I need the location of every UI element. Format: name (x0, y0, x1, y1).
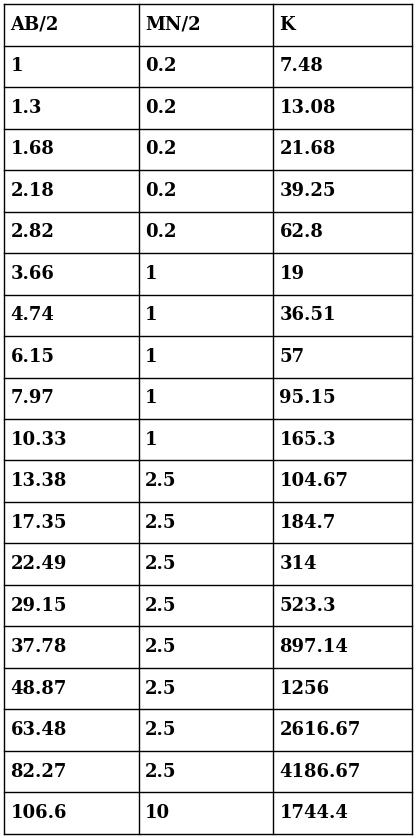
Text: 523.3: 523.3 (280, 597, 336, 614)
Text: 2.18: 2.18 (10, 182, 54, 199)
Text: 37.78: 37.78 (10, 639, 67, 656)
Text: 1: 1 (145, 265, 157, 282)
Text: 184.7: 184.7 (280, 514, 336, 531)
Text: 2.82: 2.82 (10, 224, 54, 241)
Text: 4.74: 4.74 (10, 307, 54, 324)
Text: 2.5: 2.5 (145, 763, 176, 780)
Text: 1744.4: 1744.4 (280, 804, 348, 822)
Text: 2.5: 2.5 (145, 514, 176, 531)
Text: 1.3: 1.3 (10, 99, 42, 116)
Text: 4186.67: 4186.67 (280, 763, 361, 780)
Text: 1.68: 1.68 (10, 141, 54, 158)
Text: 36.51: 36.51 (280, 307, 336, 324)
Text: 0.2: 0.2 (145, 58, 176, 75)
Text: 106.6: 106.6 (10, 804, 67, 822)
Text: 63.48: 63.48 (10, 722, 67, 739)
Text: K: K (280, 16, 295, 34)
Text: 314: 314 (280, 556, 317, 573)
Text: 17.35: 17.35 (10, 514, 67, 531)
Text: 2.5: 2.5 (145, 473, 176, 490)
Text: 0.2: 0.2 (145, 224, 176, 241)
Text: 7.97: 7.97 (10, 390, 54, 407)
Text: 2.5: 2.5 (145, 722, 176, 739)
Text: 13.08: 13.08 (280, 99, 336, 116)
Text: 2.5: 2.5 (145, 556, 176, 573)
Text: 7.48: 7.48 (280, 58, 323, 75)
Text: 13.38: 13.38 (10, 473, 67, 490)
Text: 2616.67: 2616.67 (280, 722, 361, 739)
Text: 39.25: 39.25 (280, 182, 336, 199)
Text: 1256: 1256 (280, 680, 329, 697)
Text: 22.49: 22.49 (10, 556, 67, 573)
Text: 1: 1 (145, 431, 157, 448)
Text: 19: 19 (280, 265, 305, 282)
Text: 1: 1 (10, 58, 23, 75)
Text: 57: 57 (280, 348, 305, 365)
Text: 62.8: 62.8 (280, 224, 323, 241)
Text: 10: 10 (145, 804, 170, 822)
Text: 2.5: 2.5 (145, 597, 176, 614)
Text: 48.87: 48.87 (10, 680, 67, 697)
Text: 0.2: 0.2 (145, 182, 176, 199)
Text: 2.5: 2.5 (145, 680, 176, 697)
Text: 29.15: 29.15 (10, 597, 67, 614)
Text: MN/2: MN/2 (145, 16, 201, 34)
Text: 0.2: 0.2 (145, 99, 176, 116)
Text: 10.33: 10.33 (10, 431, 67, 448)
Text: 1: 1 (145, 307, 157, 324)
Text: 1: 1 (145, 348, 157, 365)
Text: 6.15: 6.15 (10, 348, 54, 365)
Text: 3.66: 3.66 (10, 265, 54, 282)
Text: 21.68: 21.68 (280, 141, 336, 158)
Text: 2.5: 2.5 (145, 639, 176, 656)
Text: 1: 1 (145, 390, 157, 407)
Text: 104.67: 104.67 (280, 473, 349, 490)
Text: 0.2: 0.2 (145, 141, 176, 158)
Text: 95.15: 95.15 (280, 390, 336, 407)
Text: AB/2: AB/2 (10, 16, 59, 34)
Text: 82.27: 82.27 (10, 763, 67, 780)
Text: 165.3: 165.3 (280, 431, 336, 448)
Text: 897.14: 897.14 (280, 639, 348, 656)
